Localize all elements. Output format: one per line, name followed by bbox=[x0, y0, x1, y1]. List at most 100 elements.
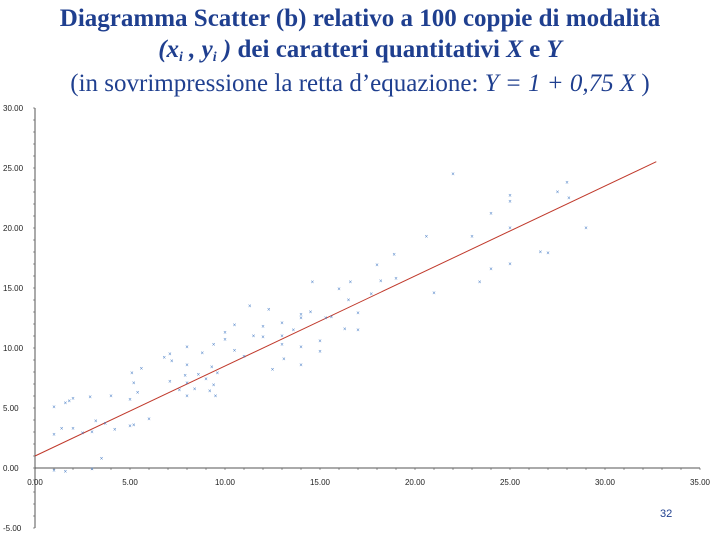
slide-title-line3: (in sovrimpressione la retta d’equazione… bbox=[0, 70, 720, 98]
data-point: × bbox=[109, 394, 113, 400]
title-var-x: X bbox=[506, 36, 523, 63]
data-point: × bbox=[508, 194, 512, 200]
data-point: × bbox=[52, 468, 56, 474]
y-tick-label: 0.00 bbox=[3, 464, 19, 473]
data-point: × bbox=[546, 251, 550, 257]
page-number: 32 bbox=[660, 508, 673, 520]
data-point: × bbox=[90, 430, 94, 436]
data-point: × bbox=[309, 310, 313, 316]
data-point: × bbox=[128, 424, 132, 430]
data-point: × bbox=[356, 311, 360, 317]
y-tick-label: 15.00 bbox=[3, 284, 24, 293]
data-point: × bbox=[280, 321, 284, 327]
data-point: × bbox=[508, 226, 512, 232]
data-point: × bbox=[556, 190, 560, 196]
data-point: × bbox=[375, 263, 379, 269]
data-point: × bbox=[223, 330, 227, 336]
data-point: × bbox=[318, 350, 322, 356]
data-point: × bbox=[233, 323, 237, 329]
data-point: × bbox=[178, 388, 182, 394]
slide-title-line1: Diagramma Scatter (b) relativo a 100 cop… bbox=[59, 5, 661, 32]
data-point: × bbox=[271, 368, 275, 374]
title-and: e bbox=[522, 36, 547, 63]
data-point: × bbox=[94, 419, 98, 425]
data-point: × bbox=[261, 324, 265, 330]
data-point: × bbox=[193, 387, 197, 393]
data-point: × bbox=[343, 327, 347, 333]
data-point: × bbox=[508, 262, 512, 268]
data-point: × bbox=[489, 212, 493, 218]
data-point: × bbox=[425, 234, 429, 240]
title-sub-i: i bbox=[179, 50, 183, 65]
data-point: × bbox=[147, 417, 151, 423]
regression-line bbox=[34, 161, 657, 457]
data-point: × bbox=[88, 395, 92, 401]
data-point: × bbox=[197, 372, 201, 378]
data-point: × bbox=[185, 363, 189, 369]
y-tick-label: 5.00 bbox=[3, 404, 19, 413]
data-point: × bbox=[324, 316, 328, 322]
data-point: × bbox=[565, 180, 569, 186]
data-point: × bbox=[52, 432, 56, 438]
data-point: × bbox=[356, 328, 360, 334]
title-text: dei caratteri quantitativi bbox=[231, 36, 507, 63]
title-equation: Y = 1 + 0,75 X bbox=[484, 70, 636, 97]
data-point: × bbox=[204, 377, 208, 383]
data-point: × bbox=[200, 351, 204, 357]
data-point: × bbox=[216, 371, 220, 377]
y-tick-label: 30.00 bbox=[3, 104, 24, 113]
data-point: × bbox=[267, 308, 271, 314]
data-point: × bbox=[130, 371, 134, 377]
data-point: × bbox=[252, 334, 256, 340]
data-point: × bbox=[379, 279, 383, 285]
data-point: × bbox=[210, 365, 214, 371]
data-point: × bbox=[451, 172, 455, 178]
data-point: × bbox=[132, 423, 136, 429]
data-point: × bbox=[170, 359, 174, 365]
data-point: × bbox=[60, 426, 64, 432]
data-point: × bbox=[299, 363, 303, 369]
slide-title-line2: (xi , yi ) dei caratteri quantitativi X … bbox=[0, 36, 720, 66]
data-point: × bbox=[64, 401, 68, 407]
data-point: × bbox=[81, 431, 85, 437]
data-point: × bbox=[90, 467, 94, 473]
x-tick-label: 20.00 bbox=[405, 478, 426, 487]
data-point: × bbox=[311, 280, 315, 286]
data-point: × bbox=[347, 298, 351, 304]
data-point: × bbox=[168, 380, 172, 386]
data-point: × bbox=[212, 342, 216, 348]
y-tick-label: 25.00 bbox=[3, 164, 24, 173]
data-point: × bbox=[248, 304, 252, 310]
data-point: × bbox=[71, 396, 75, 402]
data-point: × bbox=[280, 342, 284, 348]
data-point: × bbox=[185, 394, 189, 400]
x-tick-label: 15.00 bbox=[310, 478, 331, 487]
data-point: × bbox=[185, 381, 189, 387]
title-var-y: Y bbox=[546, 36, 562, 63]
data-point: × bbox=[567, 196, 571, 202]
data-point: × bbox=[539, 250, 543, 256]
y-tick-label: 20.00 bbox=[3, 224, 24, 233]
data-point: × bbox=[299, 312, 303, 318]
data-point: × bbox=[71, 426, 75, 432]
title-line3-prefix: (in sovrimpressione la retta d’equazione… bbox=[70, 70, 485, 97]
title-sep: , y bbox=[182, 36, 213, 63]
data-point: × bbox=[242, 354, 246, 360]
data-point: × bbox=[282, 357, 286, 363]
data-point: × bbox=[162, 356, 166, 362]
data-point: × bbox=[349, 280, 353, 286]
data-point: × bbox=[337, 287, 341, 293]
data-point: × bbox=[113, 428, 117, 434]
x-tick-label: 0.00 bbox=[27, 478, 43, 487]
data-point: × bbox=[233, 348, 237, 354]
data-point: × bbox=[132, 381, 136, 387]
x-tick-label: 35.00 bbox=[690, 478, 711, 487]
data-point: × bbox=[140, 366, 144, 372]
data-point: × bbox=[584, 226, 588, 232]
x-tick-label: 25.00 bbox=[500, 478, 521, 487]
data-point: × bbox=[128, 398, 132, 404]
x-tick-label: 5.00 bbox=[122, 478, 138, 487]
x-tick-label: 30.00 bbox=[595, 478, 616, 487]
data-point: × bbox=[318, 339, 322, 345]
data-point: × bbox=[478, 280, 482, 286]
